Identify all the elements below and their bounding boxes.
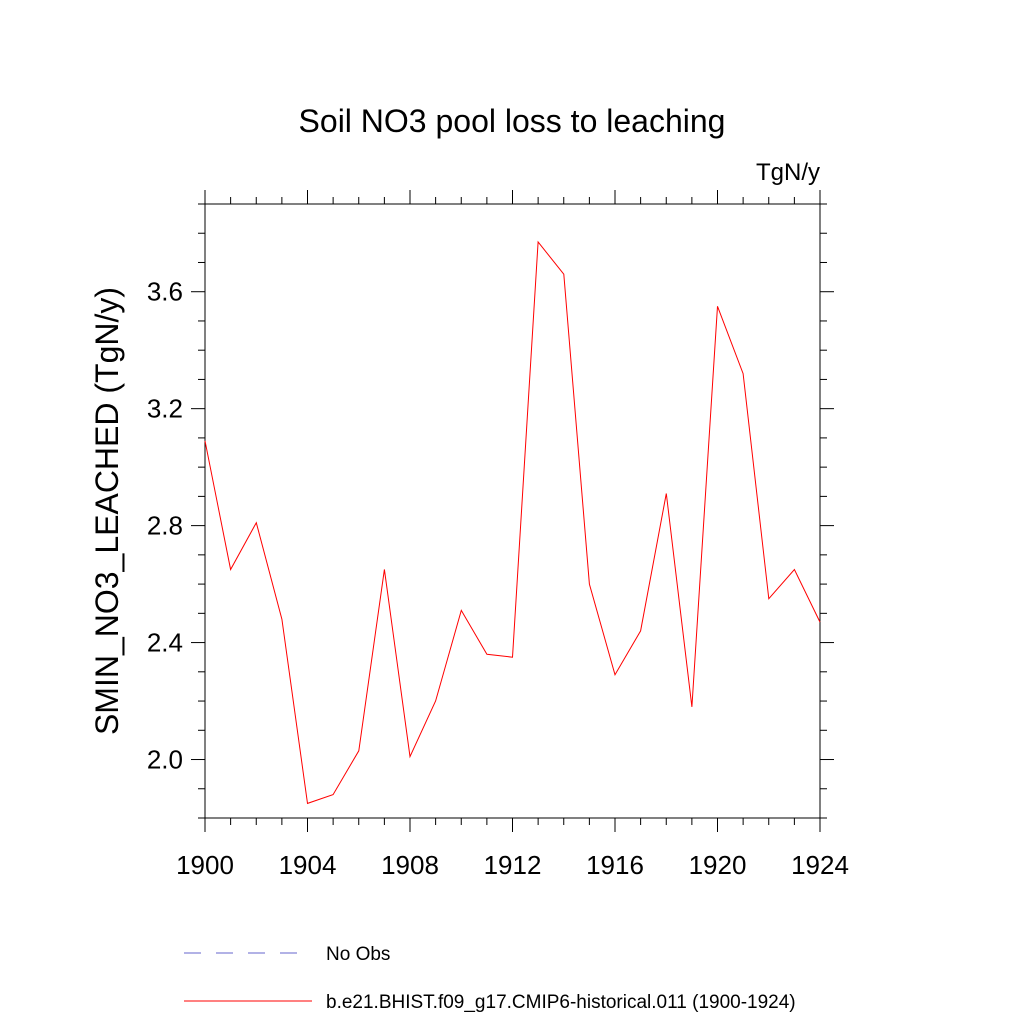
x-tick-label: 1908 [381,850,439,880]
y-tick-label: 2.0 [147,745,183,775]
axis-ticks [191,190,834,832]
legend-label: b.e21.BHIST.f09_g17.CMIP6-historical.011… [326,992,796,1013]
series-line-0 [204,240,821,805]
y-tick-label: 3.6 [147,277,183,307]
tick-labels: 1900 1904 1908 1912 1916 1920 1924 2.0 2.4 2.8 3.2… [147,277,849,880]
legend-label: No Obs [326,944,390,965]
chart-title: Soil NO3 pool loss to leaching [299,103,726,139]
x-tick-label: 1924 [791,850,849,880]
y-tick-label: 2.4 [147,628,183,658]
x-tick-label: 1904 [279,850,337,880]
x-tick-label: 1920 [689,850,747,880]
y-axis-label: SMIN_NO3_LEACHED (TgN/y) [89,287,125,735]
x-tick-label: 1900 [176,850,234,880]
plot-frame [204,203,821,819]
y-tick-label: 2.8 [147,511,183,541]
y-tick-label: 3.2 [147,394,183,424]
units-label: TgN/y [756,159,820,186]
series-layer [204,240,821,805]
legend: No Obs b.e21.BHIST.f09_g17.CMIP6-historic… [184,944,796,1013]
x-tick-label: 1916 [586,850,644,880]
x-tick-label: 1912 [484,850,542,880]
